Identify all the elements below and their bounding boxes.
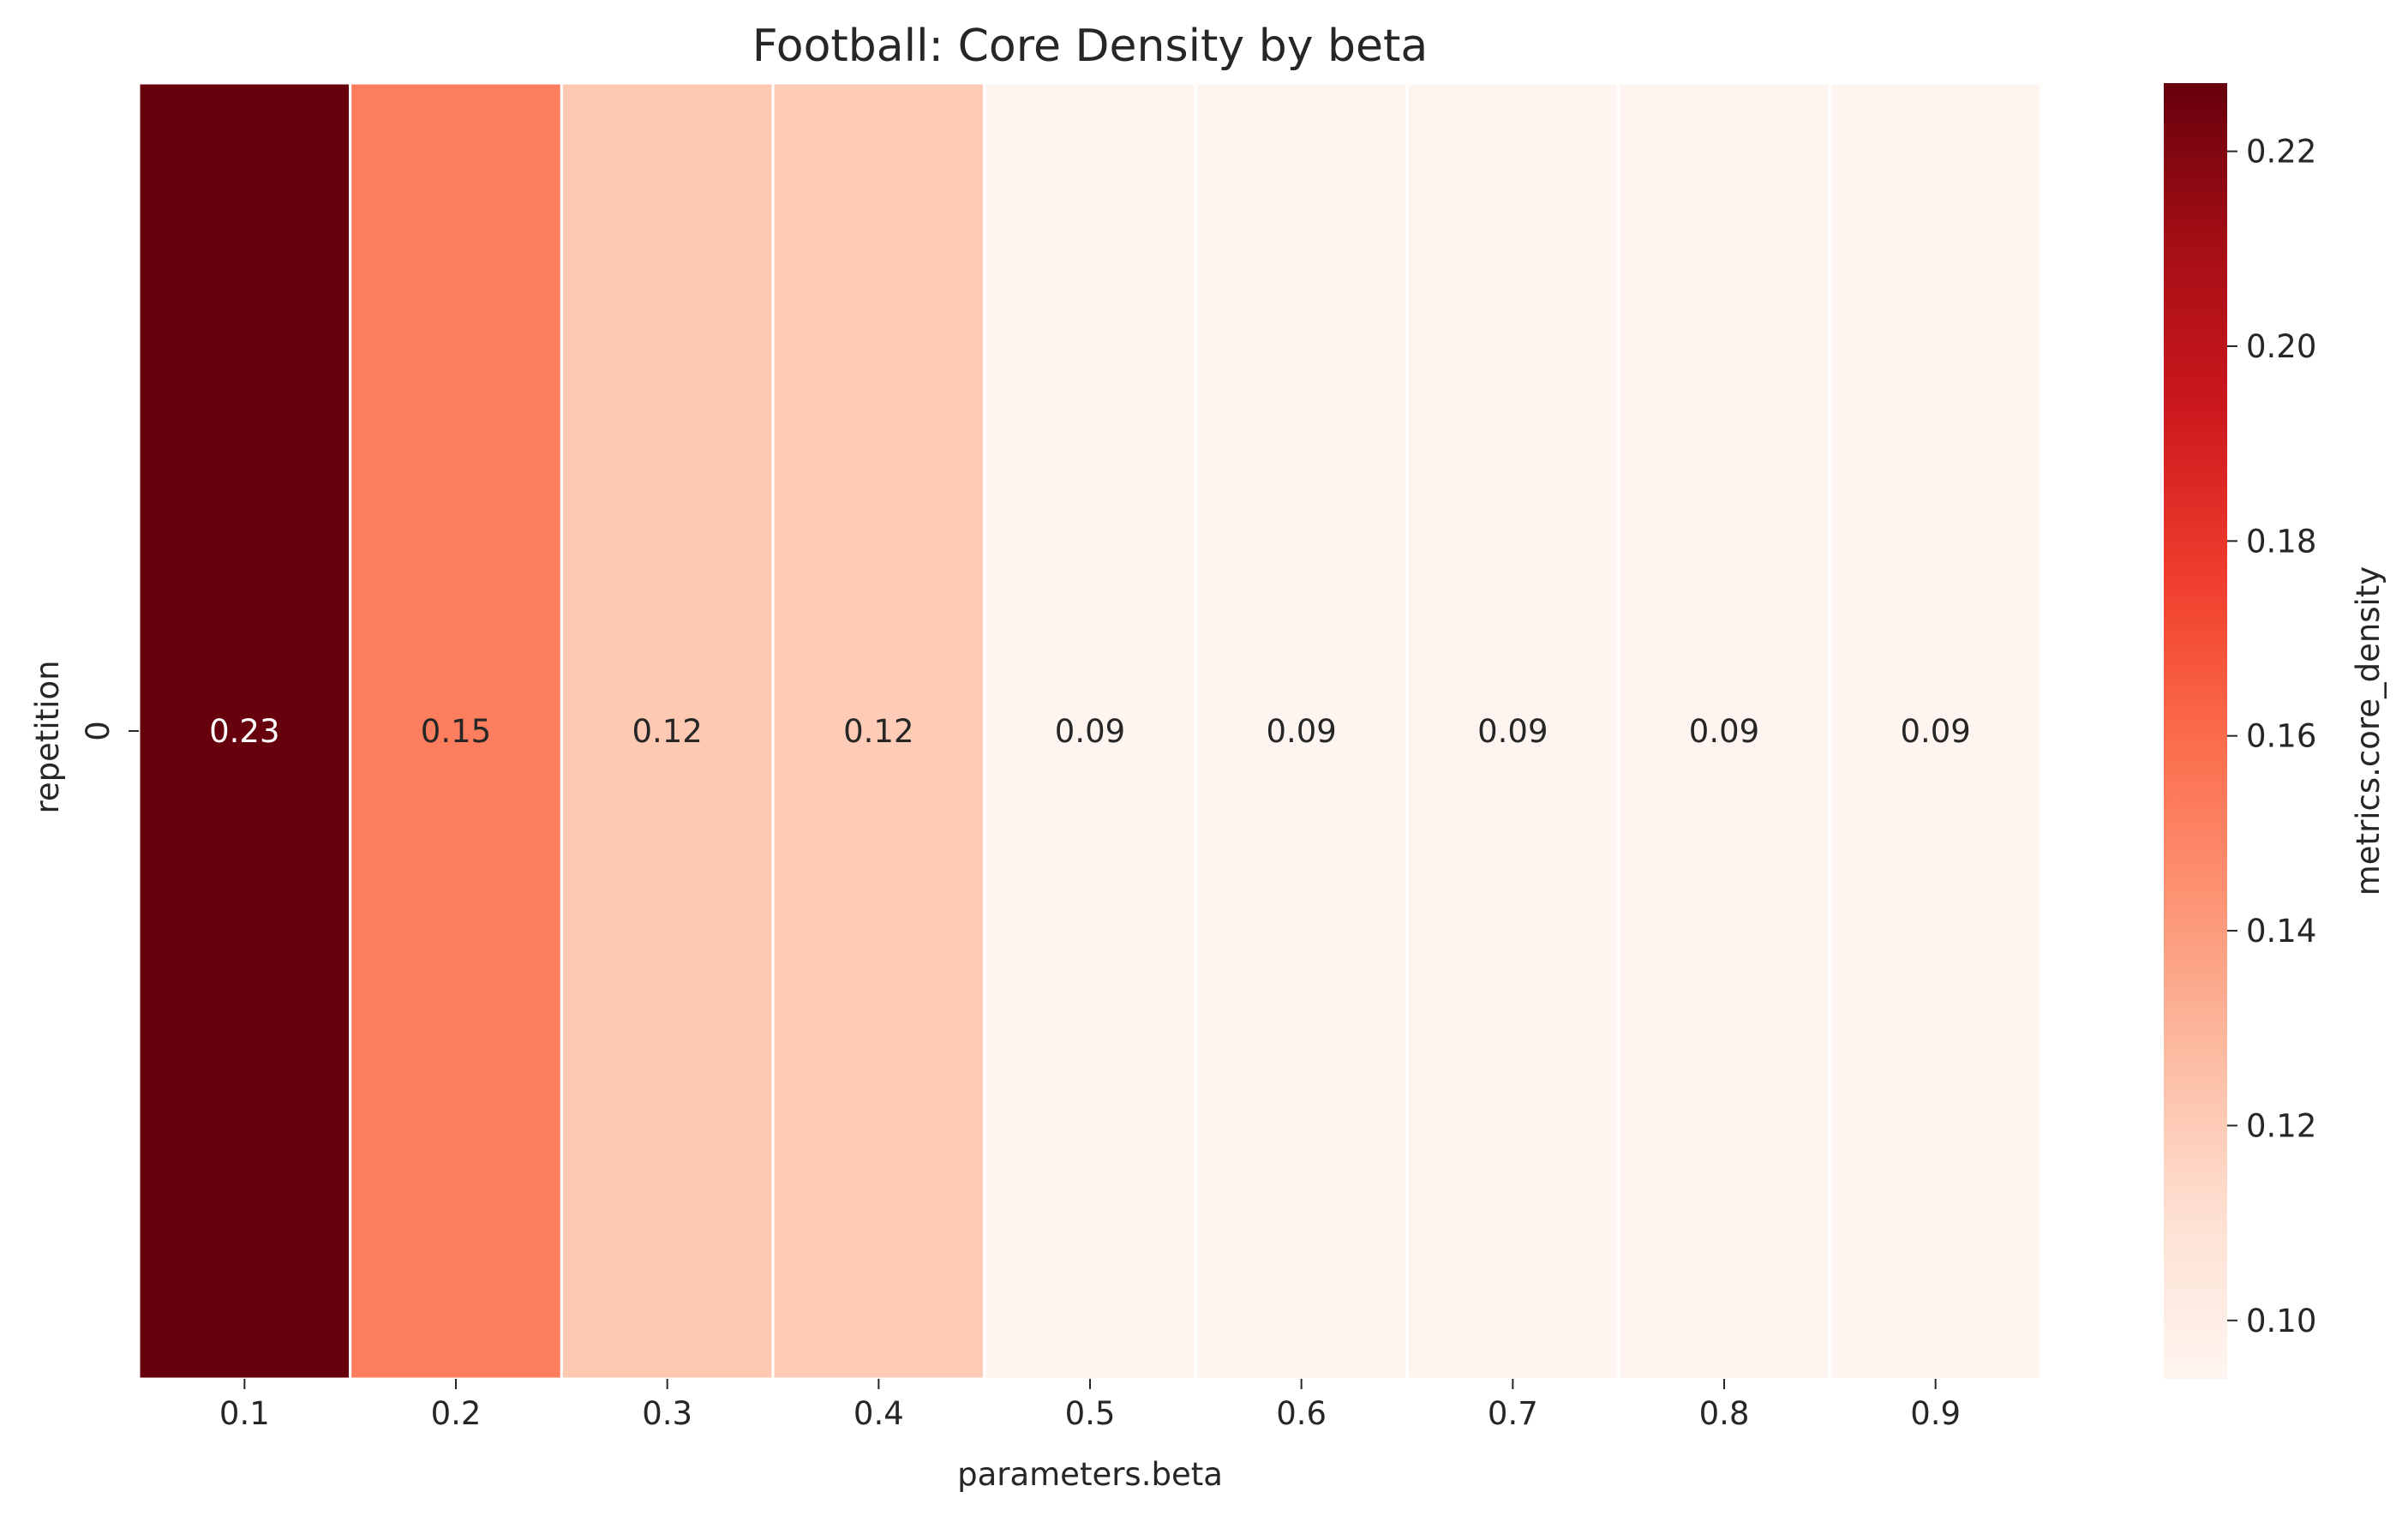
x-tick-label: 0.9 xyxy=(1910,1395,1961,1432)
heatmap-cell xyxy=(137,81,352,1381)
x-tick-label: 0.8 xyxy=(1699,1395,1750,1432)
y-axis-ticks: 0 xyxy=(80,721,139,741)
x-tick-label: 0.6 xyxy=(1276,1395,1327,1432)
colorbar-tick-label: 0.22 xyxy=(2246,134,2316,171)
cell-value-label: 0.09 xyxy=(1477,713,1548,750)
colorbar-tick-label: 0.16 xyxy=(2246,718,2316,755)
heatmap-cell xyxy=(349,81,563,1381)
colorbar-label: metrics.core_density xyxy=(2350,566,2387,896)
colorbar-tick-label: 0.14 xyxy=(2246,913,2316,950)
cell-value-label: 0.09 xyxy=(1055,713,1125,750)
cell-value-label: 0.09 xyxy=(1900,713,1970,750)
cell-value-label: 0.09 xyxy=(1266,713,1336,750)
cell-value-label: 0.15 xyxy=(421,713,491,750)
heatmap-cells xyxy=(137,81,2043,1381)
x-axis-label: parameters.beta xyxy=(957,1456,1223,1493)
x-tick-label: 0.7 xyxy=(1488,1395,1538,1432)
x-tick-label: 0.4 xyxy=(854,1395,904,1432)
x-tick-label: 0.3 xyxy=(642,1395,692,1432)
colorbar-ticks: 0.10 0.12 0.14 0.16 0.18 0.20 0.22 xyxy=(2227,134,2316,1339)
x-tick-label: 0.1 xyxy=(219,1395,270,1432)
y-axis-label: repetition xyxy=(29,660,66,813)
colorbar-tick-label: 0.12 xyxy=(2246,1107,2316,1144)
colorbar-tick-label: 0.10 xyxy=(2246,1303,2316,1339)
x-tick-label: 0.5 xyxy=(1065,1395,1116,1432)
y-tick-label: 0 xyxy=(80,721,117,741)
heatmap-cell xyxy=(560,81,775,1381)
heatmap-cell xyxy=(771,81,986,1381)
chart-title: Football: Core Density by beta xyxy=(752,21,1429,72)
heatmap-cell xyxy=(1194,81,1409,1381)
x-tick-label: 0.2 xyxy=(431,1395,482,1432)
x-axis-ticks: 0.1 0.2 0.3 0.4 0.5 0.6 0.7 0.8 0.9 xyxy=(219,1379,1961,1432)
heatmap-cell xyxy=(983,81,1197,1381)
cell-value-label: 0.12 xyxy=(632,713,702,750)
cell-value-label: 0.09 xyxy=(1689,713,1759,750)
heatmap-cell xyxy=(1617,81,1831,1381)
colorbar-tick-label: 0.20 xyxy=(2246,328,2316,365)
cell-value-label: 0.12 xyxy=(843,713,913,750)
cell-value-label: 0.23 xyxy=(209,713,279,750)
heatmap-cell-labels: 0.23 0.15 0.12 0.12 0.09 0.09 0.09 0.09 0.09 xyxy=(209,713,1971,750)
colorbar-tick-label: 0.18 xyxy=(2246,523,2316,560)
colorbar xyxy=(2164,83,2227,1379)
